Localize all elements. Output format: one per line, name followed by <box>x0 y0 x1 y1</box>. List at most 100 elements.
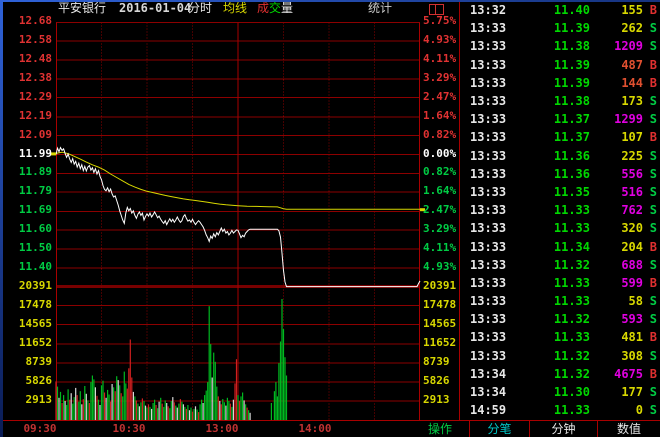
trade-price: 11.33 <box>553 403 590 418</box>
trade-price: 11.39 <box>553 75 590 90</box>
window-border-left <box>0 0 3 437</box>
trade-side: B <box>649 130 657 145</box>
trade-price: 11.33 <box>553 294 590 309</box>
trade-volume: 225 <box>621 148 643 163</box>
action-button[interactable]: 操作 <box>427 422 452 436</box>
trade-time: 13:33 <box>470 257 507 272</box>
trade-side: S <box>649 112 657 127</box>
percent-axis-label: 4.11% <box>423 240 457 254</box>
trade-time: 13:33 <box>470 294 507 309</box>
tab-fenzhong[interactable]: 分钟 <box>551 422 576 436</box>
trade-row: 13:33 11.39 262 S <box>462 19 660 37</box>
percent-axis-label: 1.64% <box>423 184 457 198</box>
price-axis-label: 12.38 <box>18 70 52 84</box>
volume-axis-label: 17478 <box>423 297 457 311</box>
mode-label[interactable]: 分时 <box>188 1 213 15</box>
volume-toggle[interactable]: 成交量 <box>257 1 293 15</box>
ma-toggle[interactable]: 均线 <box>223 1 248 15</box>
trade-volume: 516 <box>621 184 643 199</box>
price-axis-label: 12.09 <box>18 127 52 141</box>
trade-side: S <box>649 39 657 54</box>
trade-volume: 556 <box>621 166 643 181</box>
trade-volume: 204 <box>621 239 643 254</box>
footer-separator <box>597 421 598 437</box>
trade-side: S <box>649 221 657 236</box>
trade-row: 13:33 11.36 225 S <box>462 147 660 165</box>
trade-side: S <box>649 294 657 309</box>
price-axis-label: 11.40 <box>18 259 52 273</box>
trade-side: S <box>649 21 657 36</box>
volume-axis-label: 5826 <box>25 373 53 387</box>
trade-time: 13:33 <box>470 348 507 363</box>
trade-volume: 177 <box>621 385 643 400</box>
volume-toggle-char: 交 <box>269 1 282 15</box>
footer-bar: 操作 分笔 分钟 数值 <box>0 421 660 437</box>
trade-price: 11.36 <box>553 148 590 163</box>
trade-time: 13:33 <box>470 130 507 145</box>
trade-volume: 320 <box>621 221 643 236</box>
footer-separator <box>529 421 530 437</box>
trade-price: 11.38 <box>553 39 590 54</box>
trade-row: 13:33 11.32 308 S <box>462 347 660 365</box>
percent-axis-label: 4.93% <box>423 259 457 273</box>
trade-volume: 599 <box>621 275 643 290</box>
trade-side: S <box>649 148 657 163</box>
trade-volume: 1209 <box>614 39 643 54</box>
trade-time: 13:33 <box>470 112 507 127</box>
trade-price: 11.32 <box>553 312 590 327</box>
trade-row: 14:59 11.33 0 S <box>462 401 660 419</box>
trade-volume: 481 <box>621 330 643 345</box>
trade-price: 11.33 <box>553 330 590 345</box>
trade-time: 13:33 <box>470 239 507 254</box>
trade-time: 13:33 <box>470 166 507 181</box>
percent-axis-label: 4.93% <box>423 33 457 47</box>
trade-row: 13:34 11.32 4675 B <box>462 365 660 383</box>
trade-volume: 762 <box>621 203 643 218</box>
trade-time: 13:33 <box>470 221 507 236</box>
tab-shuzhi[interactable]: 数值 <box>616 422 641 436</box>
trade-time: 13:33 <box>470 275 507 290</box>
trade-time: 14:59 <box>470 403 507 418</box>
trade-volume: 593 <box>621 312 643 327</box>
trade-price: 11.33 <box>553 203 590 218</box>
percent-axis-label: 1.64% <box>423 108 457 122</box>
window-layout-icon[interactable] <box>429 4 444 15</box>
volume-toggle-char: 量 <box>281 1 294 15</box>
trade-side: S <box>649 257 657 272</box>
percent-axis-label: 0.82% <box>423 165 457 179</box>
time-axis-label: 10:30 <box>112 422 146 435</box>
trade-time: 13:34 <box>470 366 507 381</box>
trade-row: 13:33 11.35 516 S <box>462 183 660 201</box>
trade-volume: 1299 <box>614 112 643 127</box>
trade-row: 13:33 11.33 58 S <box>462 292 660 310</box>
volume-axis-label: 2913 <box>25 392 53 406</box>
tab-fenbi[interactable]: 分笔 <box>487 422 512 436</box>
window-border-top <box>0 0 660 2</box>
trade-price: 11.39 <box>553 21 590 36</box>
stock-name: 平安银行 <box>58 1 107 15</box>
trade-price: 11.39 <box>553 57 590 72</box>
trade-side: B <box>649 75 657 90</box>
time-axis-label: 09:30 <box>23 422 57 435</box>
trade-price: 11.34 <box>553 239 590 254</box>
trade-price: 11.37 <box>553 112 590 127</box>
stats-button[interactable]: 统计 <box>368 1 393 15</box>
trade-price: 11.32 <box>553 348 590 363</box>
trade-row: 13:33 11.34 204 B <box>462 237 660 255</box>
time-axis-label: 13:00 <box>205 422 239 435</box>
trade-side: S <box>649 184 657 199</box>
percent-axis-label: 3.29% <box>423 222 457 236</box>
trade-time: 13:33 <box>470 312 507 327</box>
trade-price: 11.35 <box>553 184 590 199</box>
trade-time: 13:33 <box>470 75 507 90</box>
trade-side: S <box>649 312 657 327</box>
percent-axis-label: 4.11% <box>423 52 457 66</box>
percent-axis-label: 0.00% <box>423 146 457 160</box>
trade-list: 13:32 11.40 155 B 13:33 11.39 262 S 13:33 11.38 12… <box>462 1 660 421</box>
trade-time: 13:33 <box>470 94 507 109</box>
trade-side: B <box>649 3 657 18</box>
trade-volume: 173 <box>621 94 643 109</box>
trade-time: 13:33 <box>470 184 507 199</box>
